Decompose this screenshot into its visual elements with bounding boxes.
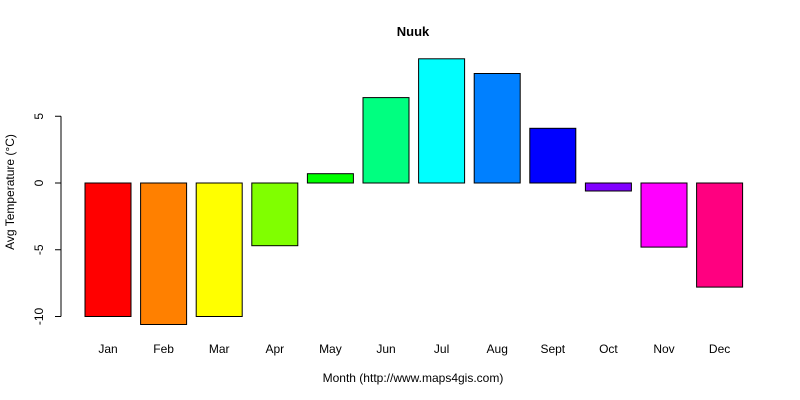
bar-mar <box>195 182 243 317</box>
x-tick-label-feb: Feb <box>153 342 174 356</box>
x-tick-label-nov: Nov <box>653 342 674 356</box>
y-tick-label: -10 <box>32 308 46 326</box>
y-tick-label: 0 <box>32 179 46 186</box>
x-tick-label-jul: Jul <box>434 342 449 356</box>
y-axis: -10 -5 0 5 <box>32 113 62 326</box>
bar-apr <box>251 182 299 247</box>
y-tick-label: -5 <box>32 244 46 255</box>
x-tick-label-jun: Jun <box>376 342 395 356</box>
x-tick-label-apr: Apr <box>265 342 284 356</box>
x-tick-label-dec: Dec <box>709 342 730 356</box>
x-tick-label-jan: Jan <box>98 342 117 356</box>
bar-feb <box>140 182 188 325</box>
x-tick-label-mar: Mar <box>209 342 230 356</box>
y-tick-label: 5 <box>32 113 46 120</box>
bar-jul <box>418 58 466 184</box>
x-tick-label-may: May <box>319 342 342 356</box>
y-axis-label: Avg Temperature (°C) <box>3 134 17 250</box>
bar-jan <box>84 182 132 317</box>
bar-jun <box>362 97 410 184</box>
bar-sept <box>529 127 577 184</box>
chart-title: Nuuk <box>397 24 430 39</box>
x-tick-label-sept: Sept <box>540 342 565 356</box>
x-tick-label-aug: Aug <box>487 342 508 356</box>
bar-aug <box>473 73 521 184</box>
bars-group <box>84 58 744 325</box>
x-tick-label-oct: Oct <box>599 342 618 356</box>
bar-nov <box>640 182 688 248</box>
bar-may <box>306 173 354 184</box>
x-tick-labels: Jan Feb Mar Apr May Jun Jul Aug Sept Oct Nov Dec <box>98 342 730 356</box>
bar-oct <box>584 182 632 192</box>
x-axis-label: Month (http://www.maps4gis.com) <box>323 371 504 385</box>
bar-dec <box>696 182 744 288</box>
